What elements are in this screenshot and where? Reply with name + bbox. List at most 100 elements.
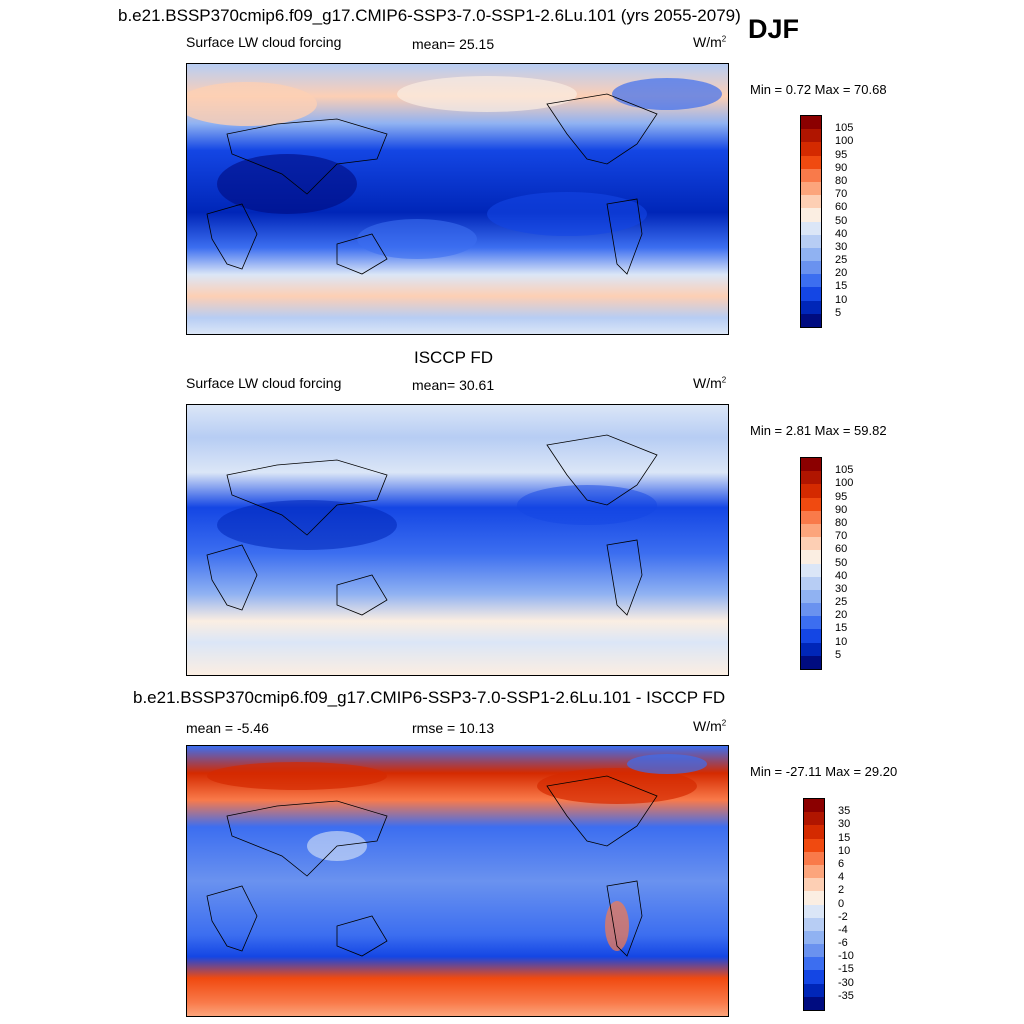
colorbar-tick-label: 90 — [835, 161, 848, 174]
colorbar-swatch — [804, 851, 824, 865]
colorbar-tick-label: 50 — [835, 556, 848, 569]
colorbar-tick-label: 15 — [835, 280, 848, 293]
colorbar-tick-label: 80 — [835, 516, 848, 529]
panel3-units: W/m2 — [693, 718, 727, 734]
colorbar-tick-label: 4 — [838, 871, 845, 884]
colorbar-tick-label: 70 — [835, 188, 848, 201]
colorbar-tick-label: 60 — [835, 201, 848, 214]
colorbar-tick-label: -35 — [838, 989, 854, 1002]
colorbar-swatch — [801, 563, 821, 577]
colorbar-tick-label: 30 — [838, 818, 851, 831]
colorbar-tick-label: 105 — [835, 464, 854, 477]
panel2-colorbar — [800, 457, 822, 670]
colorbar-swatch — [801, 287, 821, 301]
panel3-colorbar — [803, 798, 825, 1011]
colorbar-tick-label: 15 — [838, 831, 851, 844]
colorbar-swatch — [804, 957, 824, 971]
colorbar-swatch — [801, 484, 821, 498]
colorbar-tick-label: 80 — [835, 174, 848, 187]
colorbar-swatch — [804, 799, 824, 813]
colorbar-swatch — [801, 629, 821, 643]
colorbar-swatch — [801, 261, 821, 275]
colorbar-swatch — [801, 603, 821, 617]
colorbar-swatch — [801, 313, 821, 327]
panel1-mean-label: mean= 25.15 — [412, 36, 495, 52]
panel3-map — [186, 745, 729, 1017]
panel2-map-svg — [187, 405, 728, 675]
colorbar-swatch — [801, 642, 821, 656]
panel2-variable-label: Surface LW cloud forcing — [186, 375, 342, 391]
panel1-minmax: Min = 0.72 Max = 70.68 — [750, 82, 887, 97]
panel1-colorbar — [800, 115, 822, 328]
panel2-map — [186, 404, 729, 676]
colorbar-tick-label: 5 — [835, 648, 842, 661]
colorbar-tick-label: 0 — [838, 897, 845, 910]
colorbar-tick-label: 5 — [835, 306, 842, 319]
colorbar-tick-label: -10 — [838, 950, 854, 963]
colorbar-tick-label: 6 — [838, 857, 845, 870]
colorbar-tick-label: -30 — [838, 976, 854, 989]
colorbar-tick-label: -2 — [838, 910, 848, 923]
colorbar-tick-label: 10 — [838, 844, 851, 857]
colorbar-swatch — [804, 930, 824, 945]
colorbar-swatch — [801, 195, 821, 209]
colorbar-swatch — [804, 825, 824, 839]
colorbar-swatch — [801, 537, 821, 551]
colorbar-tick-label: 105 — [835, 122, 854, 135]
colorbar-swatch — [804, 864, 824, 879]
colorbar-swatch — [804, 996, 824, 1010]
panel1-title: b.e21.BSSP370cmip6.f09_g17.CMIP6-SSP3-7.… — [118, 6, 741, 25]
colorbar-tick-label: 50 — [835, 214, 848, 227]
colorbar-tick-label: 25 — [835, 254, 848, 267]
colorbar-tick-label: 60 — [835, 543, 848, 556]
colorbar-tick-label: 20 — [835, 609, 848, 622]
colorbar-swatch — [801, 129, 821, 143]
colorbar-swatch — [801, 234, 821, 248]
colorbar-tick-label: 30 — [835, 240, 848, 253]
colorbar-swatch — [804, 878, 824, 892]
panel3-minmax: Min = -27.11 Max = 29.20 — [750, 764, 898, 779]
colorbar-tick-label: 2 — [838, 884, 845, 897]
colorbar-swatch — [801, 181, 821, 196]
colorbar-tick-label: 15 — [835, 622, 848, 635]
colorbar-tick-label: 100 — [835, 135, 854, 148]
colorbar-swatch — [801, 208, 821, 222]
colorbar-swatch — [801, 300, 821, 314]
colorbar-tick-label: 90 — [835, 503, 848, 516]
colorbar-tick-label: -6 — [838, 937, 848, 950]
colorbar-tick-label: 10 — [835, 293, 848, 306]
panel3-map-svg — [187, 746, 728, 1016]
panel2-minmax: Min = 2.81 Max = 59.82 — [750, 423, 887, 438]
colorbar-swatch — [804, 983, 824, 997]
panel2-mean-label: mean= 30.61 — [412, 377, 495, 393]
colorbar-tick-label: 95 — [835, 148, 848, 161]
panel2-title: ISCCP FD — [414, 348, 494, 367]
colorbar-swatch — [801, 116, 821, 130]
colorbar-swatch — [801, 616, 821, 630]
colorbar-swatch — [801, 589, 821, 604]
colorbar-swatch — [801, 142, 821, 156]
colorbar-tick-label: 70 — [835, 530, 848, 543]
colorbar-swatch — [801, 523, 821, 538]
colorbar-tick-label: 40 — [835, 227, 848, 240]
colorbar-tick-label: 10 — [835, 635, 848, 648]
colorbar-swatch — [801, 221, 821, 235]
colorbar-tick-label: 30 — [835, 582, 848, 595]
colorbar-swatch — [801, 550, 821, 564]
panel1-map-svg — [187, 64, 728, 334]
colorbar-swatch — [804, 812, 824, 826]
panel2-units: W/m2 — [693, 375, 727, 391]
panel1-map — [186, 63, 729, 335]
panel3-mean-label: mean = -5.46 — [186, 720, 269, 736]
colorbar-swatch — [804, 970, 824, 984]
colorbar-tick-label: 100 — [835, 477, 854, 490]
colorbar-tick-label: 20 — [835, 267, 848, 280]
colorbar-swatch — [804, 838, 824, 852]
panel3-title: b.e21.BSSP370cmip6.f09_g17.CMIP6-SSP3-7.… — [133, 688, 726, 707]
panel1-variable-label: Surface LW cloud forcing — [186, 34, 342, 50]
colorbar-swatch — [801, 471, 821, 485]
colorbar-swatch — [804, 891, 824, 905]
colorbar-swatch — [801, 497, 821, 511]
colorbar-swatch — [801, 510, 821, 524]
colorbar-tick-label: -15 — [838, 963, 854, 976]
